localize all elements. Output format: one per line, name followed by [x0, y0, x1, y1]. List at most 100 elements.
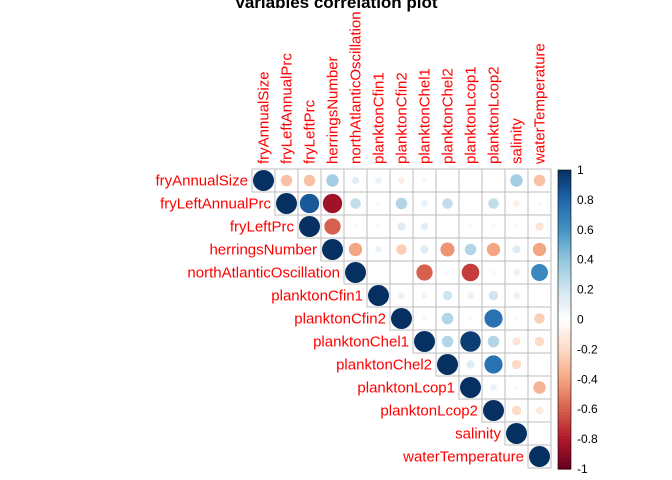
legend-tick-label: 0: [577, 313, 584, 327]
grid-cell: [435, 214, 460, 239]
legend-swatch: [558, 250, 571, 255]
legend-swatch: [558, 355, 571, 359]
corr-circle-north-atlantic-oscillation-plankton-lcop1: [461, 263, 480, 282]
legend-swatch: [558, 454, 571, 458]
corr-circle-plankton-chel1-plankton-chel1: [414, 331, 435, 352]
corr-circle-herrings-number-plankton-cfin2: [396, 244, 407, 255]
col-label-fry-left-prc: fryLeftPrc: [302, 99, 319, 164]
legend-swatch: [558, 448, 571, 452]
legend-swatch: [558, 184, 571, 189]
legend-swatch: [558, 421, 571, 425]
legend-swatch: [558, 337, 571, 342]
corr-circle-herrings-number-salinity: [512, 245, 521, 254]
corr-circle-fry-left-prc-salinity: [514, 224, 519, 229]
legend-swatch: [558, 310, 571, 315]
corr-circle-fry-left-annual-prc-plankton-chel2: [442, 198, 453, 209]
corr-circle-fry-left-annual-prc-fry-left-annual-prc: [276, 193, 297, 214]
column-labels: fryAnnualSize fryLeftAnnualPrc fryLeftPrc h…: [256, 11, 549, 165]
corr-circle-plankton-cfin1-plankton-chel1: [421, 292, 428, 299]
corr-circle-plankton-chel2-plankton-lcop2: [484, 355, 503, 374]
corr-circle-fry-annual-size-water-temperature: [533, 174, 546, 187]
corr-circle-herrings-number-water-temperature: [532, 242, 547, 257]
corr-circle-herrings-number-plankton-cfin1: [375, 246, 382, 253]
legend-swatch: [558, 289, 571, 294]
legend-swatch: [558, 427, 571, 431]
legend-swatch: [558, 325, 571, 330]
corr-circle-north-atlantic-oscillation-water-temperature: [531, 264, 548, 281]
corr-circle-fry-left-prc-plankton-cfin2: [397, 222, 406, 231]
legend-swatch: [558, 214, 571, 219]
legend-swatch: [558, 220, 571, 225]
corr-circle-plankton-cfin2-plankton-cfin2: [391, 308, 412, 329]
corr-circle-fry-annual-size-salinity: [510, 174, 523, 187]
corr-circle-fry-left-annual-prc-plankton-cfin1: [376, 201, 381, 206]
legend-swatch: [558, 322, 571, 327]
col-label-plankton-chel2: planktonChel2: [440, 68, 457, 164]
legend-swatch: [558, 319, 571, 324]
color-legend: -1 -0.8 -0.6 -0.4 -0.2 0 0.2 0.4 0.6 0.8 1: [557, 163, 598, 476]
row-label-salinity: salinity: [455, 426, 501, 443]
corr-circle-fry-left-annual-prc-salinity: [513, 200, 520, 207]
grid-cell: [527, 444, 552, 469]
legend-swatch: [558, 262, 571, 267]
corr-circle-fry-left-annual-prc-water-temperature: [537, 201, 542, 206]
legend-swatch: [558, 193, 571, 198]
legend-swatch: [558, 199, 571, 204]
legend-swatch: [558, 238, 571, 243]
legend-swatch: [558, 409, 571, 413]
corr-circle-plankton-cfin1-plankton-cfin1: [368, 285, 389, 306]
corr-circle-plankton-chel2-plankton-chel2: [437, 354, 458, 375]
legend-tick-label: 0.8: [577, 193, 594, 207]
corr-circle-plankton-lcop1-plankton-lcop1: [460, 377, 481, 398]
legend-swatch: [558, 403, 571, 407]
legend-swatch: [558, 304, 571, 309]
corr-circle-herrings-number-plankton-lcop2: [486, 242, 501, 257]
corr-circle-fry-left-prc-herrings-number: [324, 218, 341, 235]
legend-tick-label: -0.2: [577, 342, 598, 356]
corr-circle-fry-annual-size-fry-annual-size: [253, 170, 274, 191]
corr-circle-herrings-number-north-atlantic-oscillation: [348, 242, 363, 257]
corr-circle-plankton-chel1-water-temperature: [534, 336, 545, 347]
col-label-herrings-number: herringsNumber: [325, 56, 342, 164]
legend-swatch: [558, 292, 571, 297]
legend-swatch: [558, 265, 571, 270]
grid-cell: [527, 283, 552, 308]
legend-swatch: [558, 418, 571, 422]
row-label-water-temperature: waterTemperature: [402, 449, 524, 466]
legend-swatch: [558, 226, 571, 231]
legend-swatch: [558, 400, 571, 404]
legend-swatch: [558, 187, 571, 192]
corr-circle-plankton-lcop1-water-temperature: [533, 381, 546, 394]
legend-swatch: [558, 328, 571, 333]
corr-circle-plankton-lcop2-water-temperature: [535, 406, 544, 415]
legend-swatch: [558, 274, 571, 279]
corr-circle-water-temperature-water-temperature: [529, 446, 550, 467]
chart-title: Variables correlation plot: [234, 0, 437, 12]
corr-circle-plankton-chel2-plankton-lcop1: [466, 360, 475, 369]
corr-circle-fry-annual-size-fry-left-annual-prc: [280, 174, 293, 187]
legend-swatch: [558, 415, 571, 419]
corr-circle-fry-left-prc-plankton-chel1: [420, 222, 429, 231]
corr-circle-plankton-cfin2-salinity: [514, 316, 519, 321]
grid-cell: [389, 260, 414, 285]
grid-cell: [527, 421, 552, 446]
corr-circle-fry-left-annual-prc-herrings-number: [322, 193, 343, 214]
legend-swatch: [558, 313, 571, 318]
legend-swatch: [558, 178, 571, 183]
legend-swatch: [558, 217, 571, 222]
legend-swatch: [558, 367, 571, 371]
legend-swatch: [558, 253, 571, 258]
row-label-plankton-cfin2: planktonCfin2: [294, 311, 386, 328]
legend-swatch: [558, 445, 571, 449]
legend-swatch: [558, 439, 571, 443]
corr-circle-north-atlantic-oscillation-plankton-chel2: [445, 270, 450, 275]
legend-swatch: [558, 229, 571, 234]
legend-swatch: [558, 259, 571, 264]
corr-circle-salinity-salinity: [506, 423, 527, 444]
col-label-plankton-cfin1: planktonCfin1: [371, 72, 388, 164]
legend-swatch: [558, 430, 571, 434]
legend-swatch: [558, 181, 571, 186]
corr-circle-fry-annual-size-north-atlantic-oscillation: [351, 176, 360, 185]
row-label-plankton-chel2: planktonChel2: [336, 357, 432, 374]
